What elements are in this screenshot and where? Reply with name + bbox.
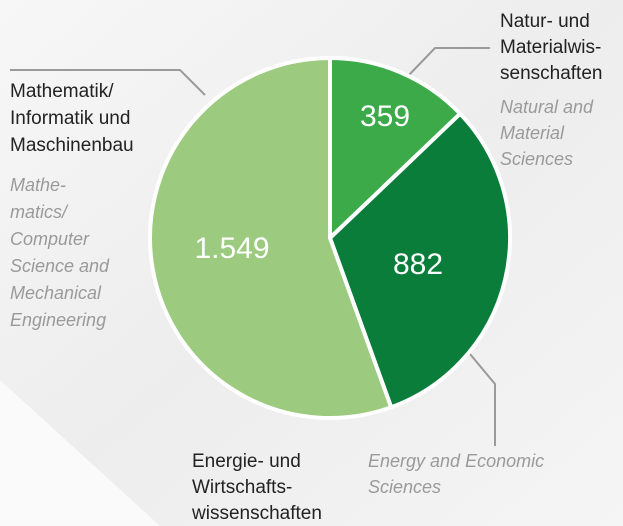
category-label: Mathematik/ bbox=[10, 81, 114, 102]
value-label: 359 bbox=[360, 100, 410, 133]
background-shape bbox=[0, 380, 160, 526]
category-label: Materialwis- bbox=[500, 37, 601, 58]
leader-line bbox=[407, 47, 490, 77]
category-label-en: Engineering bbox=[10, 310, 106, 330]
leader-line bbox=[10, 69, 206, 96]
value-label: 1.549 bbox=[194, 232, 269, 265]
category-label: Maschinenbau bbox=[10, 135, 134, 156]
leader-line bbox=[469, 353, 496, 446]
category-label: Wirtschafts- bbox=[192, 477, 292, 498]
category-label-en: Natural and bbox=[500, 97, 594, 117]
category-label-en: Science and bbox=[10, 256, 110, 276]
category-label-en: Mathe- bbox=[10, 175, 66, 195]
category-label: wissenschaften bbox=[191, 503, 322, 524]
category-label-en: Computer bbox=[10, 229, 90, 249]
category-label: Energie- und bbox=[192, 451, 301, 472]
pie-slice bbox=[148, 56, 394, 420]
pie-slice bbox=[328, 111, 512, 410]
category-label-en: Energy and Economic bbox=[368, 451, 544, 471]
pie-slice bbox=[328, 56, 463, 240]
category-label-en: Sciences bbox=[500, 149, 573, 169]
category-label: Natur- und bbox=[500, 11, 590, 32]
category-label-en: Material bbox=[500, 123, 565, 143]
category-label: Informatik und bbox=[10, 108, 130, 129]
category-label-en: Mechanical bbox=[10, 283, 102, 303]
value-label: 882 bbox=[393, 248, 443, 281]
category-label: senschaften bbox=[500, 63, 602, 84]
category-label-en: matics/ bbox=[10, 202, 69, 222]
category-label-en: Sciences bbox=[368, 477, 441, 497]
